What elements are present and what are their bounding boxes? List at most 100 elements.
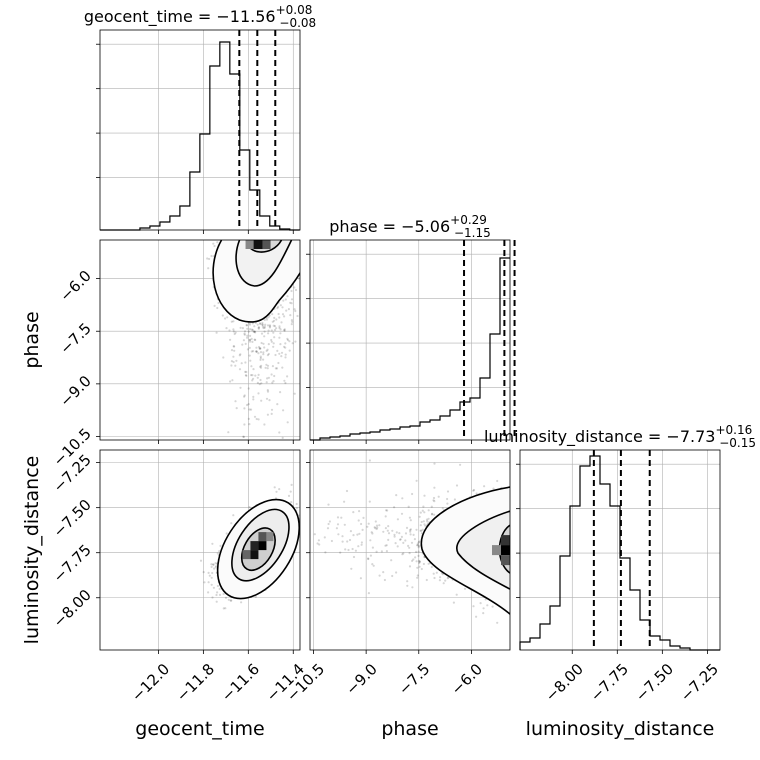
sample-point [290,501,293,504]
sample-point [274,367,277,370]
sample-point [211,596,214,599]
sample-point [251,328,254,332]
sample-point [378,574,381,577]
sample-point [230,349,234,352]
sample-point [235,407,238,410]
sample-point [373,526,376,529]
sample-point [210,583,213,586]
sample-point [271,365,274,368]
sample-point [268,399,271,402]
sample-point [283,328,286,331]
sample-point [433,576,436,580]
sample-point [289,301,292,304]
sample-point [291,342,294,345]
sample-point [210,576,213,579]
sample-point [260,399,263,402]
sample-point [251,340,254,343]
sample-point [268,324,271,327]
sample-point [264,366,267,369]
sample-point [409,528,412,531]
sample-point [278,326,281,330]
sample-point [256,323,259,326]
sample-point [281,436,284,439]
sample-point [257,345,261,349]
sample-point [249,408,253,411]
sample-point [232,330,235,333]
sample-point [268,325,272,328]
sample-point [280,351,284,354]
sample-point [273,325,277,328]
sample-point [482,607,485,610]
sample-point [272,380,275,383]
sample-point [255,350,258,353]
sample-point [265,397,269,400]
sample-point [265,318,269,321]
sample-point [418,515,421,518]
sample-point [268,314,271,317]
sample-point [295,506,298,510]
sample-point [242,435,245,438]
sample-point [243,407,246,410]
sample-point [248,423,251,426]
sample-point [424,524,427,527]
sample-point [408,552,411,555]
sample-point [227,431,230,434]
sample-point [252,330,255,333]
sample-point [273,316,276,319]
sample-point [411,586,414,589]
sample-point [328,520,331,523]
sample-point [207,267,210,270]
sample-point [215,593,218,597]
sample-point [246,334,249,337]
sample-point [267,329,270,332]
sample-point [257,327,260,330]
sample-point [222,607,225,610]
sample-point [272,345,275,348]
sample-point [257,326,260,329]
sample-point [420,520,423,524]
sample-point [247,387,250,390]
sample-point [271,320,274,323]
sample-point [240,601,243,604]
sample-point [254,338,257,342]
sample-point [270,412,273,415]
density-layer [216,498,300,600]
panel-geocent_time-vs-phase: −10.5−9.0−7.5−6.0 [50,239,301,470]
sample-point [229,380,232,383]
sample-point [249,334,252,337]
sample-point [281,306,284,309]
sample-point [257,392,260,395]
sample-point [286,338,289,342]
sample-point [290,483,293,486]
sample-point [265,363,268,366]
sample-point [270,340,273,343]
sample-point [284,298,287,301]
sample-point [230,364,233,367]
sample-point [267,352,270,356]
density-cell [262,240,271,249]
sample-point [211,571,214,575]
sample-point [248,323,252,326]
sample-point [275,318,278,321]
sample-point [275,327,278,330]
sample-point [261,323,264,326]
sample-point [218,550,221,553]
sample-point [245,370,248,374]
sample-point [252,398,255,401]
sample-point [224,607,227,610]
sample-point [262,326,265,330]
sample-point [266,364,270,367]
sample-point [267,376,270,379]
sample-point [277,361,280,365]
sample-point [289,314,292,317]
sample-point [259,378,262,382]
sample-point [222,356,225,359]
sample-point [278,431,281,434]
sample-point [259,366,263,369]
sample-point [248,346,251,349]
sample-point [265,349,268,352]
density-cell [266,532,274,542]
sample-point [263,330,266,333]
sample-point [273,336,276,339]
sample-point [249,338,252,341]
